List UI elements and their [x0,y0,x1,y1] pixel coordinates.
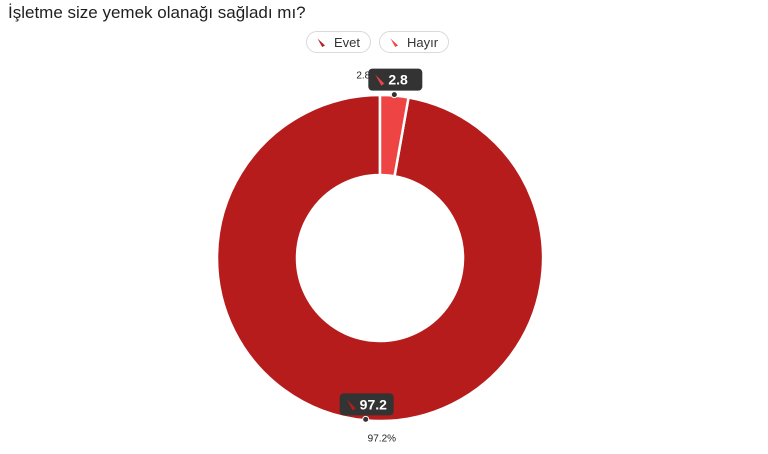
data-label-value: 2.8 [388,72,408,88]
donut-slice-hayir[interactable] [378,93,410,178]
data-label-evet: 97.2 [339,393,394,423]
legend-swatch-icon [317,38,325,47]
data-label-icon [346,399,356,411]
data-label-hayir: 2.8 [368,68,423,99]
legend: Evet Hayır [0,31,768,53]
percent-label-hayir: 2.8% [356,71,379,82]
legend-label-hayir: Hayır [406,34,439,50]
legend-swatch-icon [390,38,398,47]
legend-label-evet: Evet [333,34,360,50]
chart-title: İşletme size yemek olanağı sağladı mı? [8,3,306,22]
data-label-icon [375,74,385,86]
legend-item-evet[interactable]: Evet [305,31,371,53]
percent-label-evet: 97.2% [368,433,396,444]
donut-slice-evet[interactable] [215,93,545,423]
data-label-value: 97.2 [360,396,387,412]
legend-item-hayir[interactable]: Hayır [378,31,450,53]
